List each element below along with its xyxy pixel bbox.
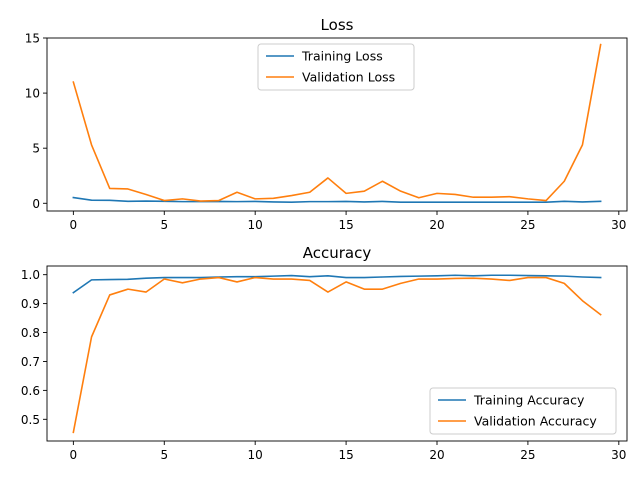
y-tick-label: 0.7 bbox=[21, 355, 40, 369]
legend-box bbox=[257, 43, 415, 91]
legend-label-0: Training Accuracy bbox=[473, 393, 585, 408]
x-tick-label: 10 bbox=[248, 218, 263, 232]
legend-box bbox=[429, 387, 617, 435]
y-tick-label: 10 bbox=[25, 87, 40, 101]
legend-label-1: Validation Accuracy bbox=[474, 414, 597, 429]
x-tick-label: 30 bbox=[611, 218, 626, 232]
y-tick-label: 15 bbox=[25, 32, 40, 46]
x-tick-label: 10 bbox=[248, 448, 263, 462]
legend: Training Loss Validation Loss bbox=[257, 43, 415, 91]
x-tick-label: 15 bbox=[338, 218, 353, 232]
legend-label-0: Training Loss bbox=[301, 49, 383, 64]
chart-title: Loss bbox=[321, 16, 354, 34]
series-line-1 bbox=[72, 276, 602, 434]
x-tick-label: 0 bbox=[70, 448, 78, 462]
series-line-0 bbox=[72, 196, 602, 203]
x-tick-label: 25 bbox=[520, 448, 535, 462]
y-tick-label: 0.6 bbox=[21, 384, 40, 398]
series-line-0 bbox=[72, 274, 602, 294]
x-tick-label: 25 bbox=[520, 218, 535, 232]
axes-frame bbox=[46, 37, 628, 212]
y-tick-label: 0.8 bbox=[21, 326, 40, 340]
legend-label-1: Validation Loss bbox=[302, 70, 395, 85]
chart-1: Accuracy 0 5 10 15 20 25 30 0.5 0.6 0.7 0.8 0.9 1.0 Tr… bbox=[21, 244, 628, 462]
y-tick-label: 1.0 bbox=[21, 268, 40, 282]
x-tick-label: 30 bbox=[611, 448, 626, 462]
x-tick-label: 15 bbox=[338, 448, 353, 462]
x-tick-label: 5 bbox=[160, 218, 168, 232]
x-tick-label: 20 bbox=[429, 218, 444, 232]
chart-title: Accuracy bbox=[303, 244, 372, 262]
x-tick-label: 5 bbox=[160, 448, 168, 462]
x-tick-label: 20 bbox=[429, 448, 444, 462]
y-tick-label: 0.5 bbox=[21, 413, 40, 427]
series-line-1 bbox=[72, 43, 602, 202]
axes-frame bbox=[46, 265, 628, 442]
chart-0: Loss 0 5 10 15 20 25 30 0 5 10 15 Training Loss Valid… bbox=[25, 16, 628, 232]
y-tick-label: 0.9 bbox=[21, 297, 40, 311]
legend: Training Accuracy Validation Accuracy bbox=[429, 387, 617, 435]
x-tick-label: 0 bbox=[70, 218, 78, 232]
y-tick-label: 0 bbox=[32, 197, 40, 211]
y-tick-label: 5 bbox=[32, 142, 40, 156]
